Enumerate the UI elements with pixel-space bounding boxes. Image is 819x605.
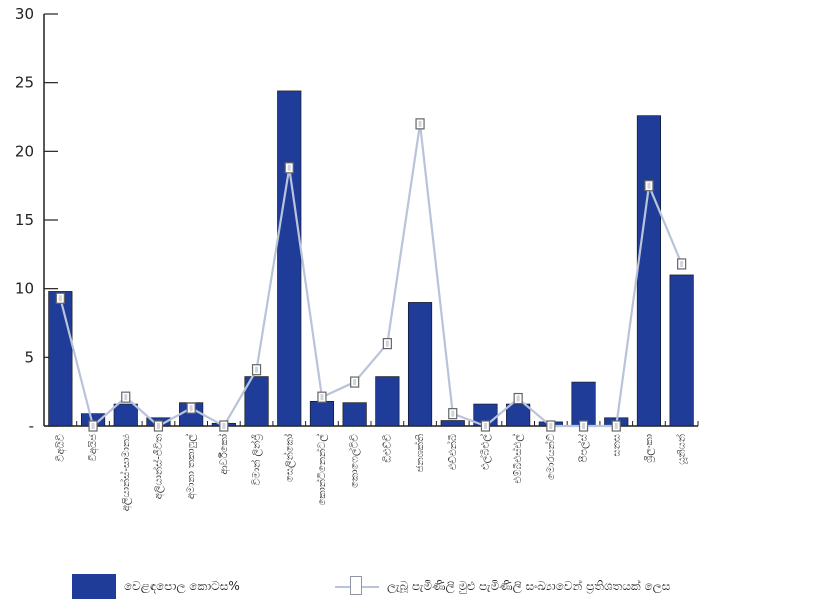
y-tick-label: 5 [24,348,34,366]
legend-item-complaints: ලැබූ පැමිණිලි මුළු පැමිණිලි සංඛ්‍යාවෙන් … [335,574,670,599]
y-tick-label: 30 [15,5,34,23]
line-point-fill [353,379,357,386]
line-point-fill [222,423,226,429]
legend-label-market-share: වෙළඳපොල කොටස% [124,579,240,593]
x-tick-label: මොරයන්ට් [544,434,557,480]
line-point-fill [189,405,193,412]
y-tick-label: 15 [15,211,34,229]
bar [375,376,400,427]
line-point-fill [255,366,259,373]
x-tick-label: සනස [611,434,622,457]
legend-label-complaints: ලැබූ පැමිණිලි මුළු පැමිණිලි සංඛ්‍යාවෙන් … [387,579,671,593]
y-tick-label: - [29,417,34,435]
line-point-fill [582,423,586,429]
line-point-fill [385,340,389,347]
bar [571,381,596,427]
line-point-fill [91,423,95,429]
line-point-fill [58,295,62,302]
y-tick-label: 20 [15,142,34,160]
line-point-fill [549,423,553,429]
y-tick-label: 25 [15,74,34,92]
x-tick-label: විමාන් ලින්ජ්‍රි [249,434,262,486]
line-point-fill [418,120,422,127]
x-tick-label: කොන්ටිනෙන්ටල් [315,434,328,506]
line-point-fill [451,410,455,417]
x-tick-label: ආර්වීකෝ [217,434,230,475]
legend-line-marker [335,574,379,599]
bar [113,403,138,427]
line-point-fill [516,395,520,402]
line-point-fill [647,182,651,189]
bar [506,403,531,427]
x-tick-label: ජනශක්ති [413,434,426,472]
x-tick-label: වීඅයිවී [55,434,66,462]
chart: - 5 10 15 20 25 30 වීඅයිවී වීඅයිජ අලියාන්ස්-සාමාන… [15,5,699,511]
x-tick-label: ඩීඑච්චී [381,434,393,463]
x-tick-label: යූනියන් [675,434,688,465]
x-tick-label: එම්බීඑස්එල් [511,434,524,484]
bar [440,420,465,427]
x-tick-label: ශ්‍රීලංකා [644,434,655,463]
line-point-fill [287,164,291,171]
bar [407,302,433,427]
bar [309,400,335,427]
x-tick-label: එච්එන්බී [446,434,459,470]
line-point-fill [680,260,684,267]
x-tick-label: අලියාන්ස්-ජීවිත [151,434,164,499]
line-point-fill [483,423,487,429]
bar [244,376,269,427]
legend: වෙළඳපොල කොටස% ලැබූ පැමිණිලි මුළු පැමිණිල… [0,574,819,604]
line-point-fill [124,394,128,401]
x-tick-label: අමානා තකාෆුල් [184,434,197,500]
x-tick-label: අලියාන්ස්-සාමාන්‍ය [119,434,132,511]
x-tick-label: සෙලින්කෝ [282,434,295,482]
complaints-line [59,123,683,429]
line-point-fill [614,423,618,429]
x-tick-label: වීඅයිජ [88,434,99,462]
bar [48,291,73,427]
bar [636,115,662,427]
bar [277,90,302,427]
line-point-fill [156,423,160,429]
x-tick-label: එල්බීඑල් [478,434,491,470]
bar [669,274,694,427]
line-point-fill [320,394,324,401]
x-tick-label: පීපල්ස් [576,434,589,463]
bar [342,402,367,427]
legend-bar-swatch [72,574,116,599]
x-tick-label: කොෆෙල්ටිචි [348,434,361,488]
y-tick-label: 10 [15,280,34,298]
legend-item-market-share: වෙළඳපොල කොටස% [72,574,240,599]
